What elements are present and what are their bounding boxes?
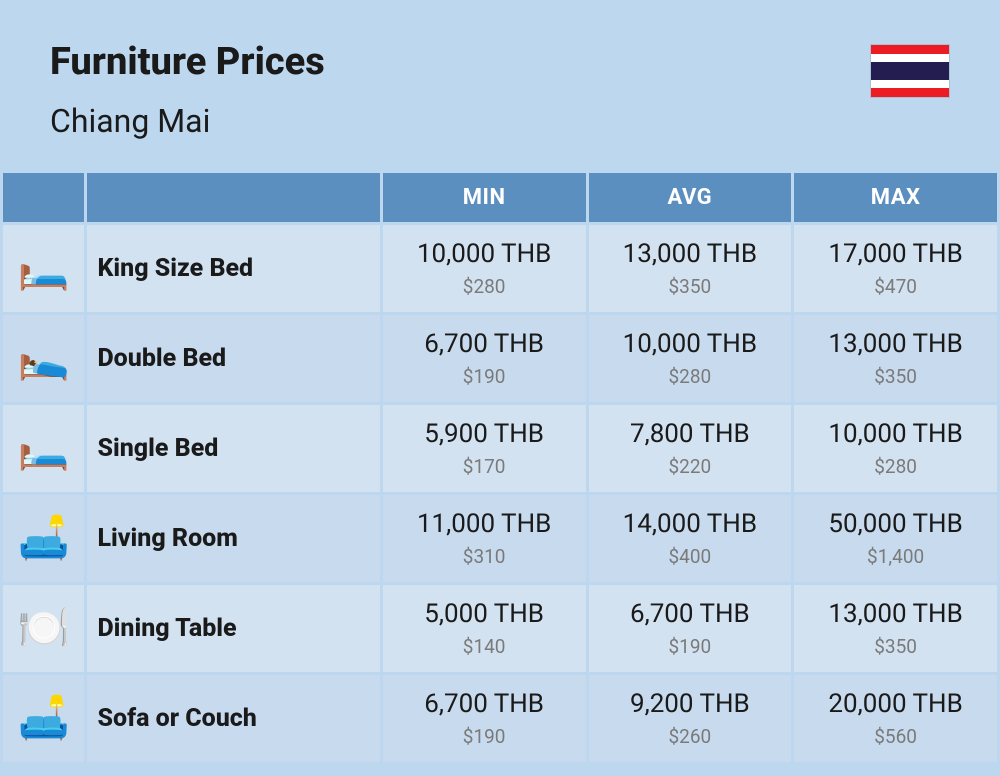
table-row: 🛏️Single Bed5,900 THB $1707,800 THB $22010… (3, 405, 997, 492)
price-thb: 20,000 THB (794, 689, 997, 719)
price-usd: $350 (794, 365, 997, 388)
price-thb: 17,000 THB (794, 239, 997, 269)
price-usd: $350 (589, 275, 792, 298)
price-usd: $280 (589, 365, 792, 388)
price-thb: 5,000 THB (383, 599, 586, 629)
price-usd: $220 (589, 455, 792, 478)
column-header-icon (3, 173, 84, 222)
header-text: Furniture Prices Chiang Mai (50, 40, 325, 140)
price-thb: 7,800 THB (589, 419, 792, 449)
furniture-name: Single Bed (87, 405, 379, 492)
furniture-icon: 🛌 (3, 315, 84, 402)
price-max: 13,000 THB $350 (794, 315, 997, 402)
price-thb: 50,000 THB (794, 509, 997, 539)
price-usd: $310 (383, 545, 586, 568)
price-avg: 7,800 THB $220 (589, 405, 792, 492)
price-thb: 9,200 THB (589, 689, 792, 719)
price-usd: $190 (383, 725, 586, 748)
flag-stripe (871, 88, 949, 97)
price-usd: $560 (794, 725, 997, 748)
price-avg: 9,200 THB $260 (589, 675, 792, 762)
flag-stripe (871, 71, 949, 80)
furniture-icon: 🍽️ (3, 585, 84, 672)
price-thb: 6,700 THB (383, 329, 586, 359)
header: Furniture Prices Chiang Mai (0, 0, 1000, 170)
table-row: 🛌Double Bed6,700 THB $19010,000 THB $28013… (3, 315, 997, 402)
price-usd: $1,400 (794, 545, 997, 568)
price-thb: 11,000 THB (383, 509, 586, 539)
price-thb: 6,700 THB (383, 689, 586, 719)
price-table: MIN AVG MAX 🛏️King Size Bed10,000 THB$28… (0, 170, 1000, 765)
price-max: 20,000 THB $560 (794, 675, 997, 762)
price-max: 13,000 THB $350 (794, 585, 997, 672)
table-row: 🛏️King Size Bed10,000 THB$28013,000 THB$… (3, 225, 997, 312)
column-header-name (87, 173, 379, 222)
price-usd: $190 (589, 635, 792, 658)
page-title: Furniture Prices (50, 40, 325, 84)
price-thb: 14,000 THB (589, 509, 792, 539)
table-body: 🛏️King Size Bed10,000 THB$28013,000 THB$… (3, 225, 997, 762)
price-min: 5,000 THB $140 (383, 585, 586, 672)
furniture-icon: 🛏️ (3, 405, 84, 492)
price-thb: 13,000 THB (794, 599, 997, 629)
furniture-name: King Size Bed (87, 225, 379, 312)
price-usd: $280 (383, 275, 586, 298)
price-thb: 10,000 THB (589, 329, 792, 359)
price-avg: 10,000 THB $280 (589, 315, 792, 402)
furniture-icon: 🛏️ (3, 225, 84, 312)
flag-stripe (871, 54, 949, 63)
table-row: 🛋️Sofa or Couch6,700 THB $1909,200 THB $26… (3, 675, 997, 762)
furniture-icon: 🛋️ (3, 675, 84, 762)
page-subtitle: Chiang Mai (50, 102, 325, 140)
price-usd: $260 (589, 725, 792, 748)
thailand-flag-icon (870, 44, 950, 98)
price-usd: $170 (383, 455, 586, 478)
flag-stripe (871, 80, 949, 89)
price-max: 50,000 THB $1,400 (794, 495, 997, 582)
price-max: 10,000 THB $280 (794, 405, 997, 492)
price-usd: $350 (794, 635, 997, 658)
price-thb: 10,000 THB (383, 239, 586, 269)
furniture-name: Sofa or Couch (87, 675, 379, 762)
furniture-name: Double Bed (87, 315, 379, 402)
price-thb: 10,000 THB (794, 419, 997, 449)
price-avg: 6,700 THB $190 (589, 585, 792, 672)
price-usd: $280 (794, 455, 997, 478)
price-min: 11,000 THB $310 (383, 495, 586, 582)
column-header-avg: AVG (589, 173, 792, 222)
table-row: 🛋️Living Room11,000 THB $31014,000 THB $40… (3, 495, 997, 582)
price-usd: $400 (589, 545, 792, 568)
price-thb: 5,900 THB (383, 419, 586, 449)
price-thb: 6,700 THB (589, 599, 792, 629)
flag-stripe (871, 62, 949, 71)
price-thb: 13,000 THB (589, 239, 792, 269)
table-header-row: MIN AVG MAX (3, 173, 997, 222)
price-min: 6,700 THB $190 (383, 675, 586, 762)
price-thb: 13,000 THB (794, 329, 997, 359)
price-min: 5,900 THB $170 (383, 405, 586, 492)
furniture-name: Living Room (87, 495, 379, 582)
price-usd: $190 (383, 365, 586, 388)
table-row: 🍽️Dining Table5,000 THB $1406,700 THB $190… (3, 585, 997, 672)
price-min: 10,000 THB $280 (383, 225, 586, 312)
column-header-max: MAX (794, 173, 997, 222)
price-min: 6,700 THB $190 (383, 315, 586, 402)
column-header-min: MIN (383, 173, 586, 222)
price-usd: $470 (794, 275, 997, 298)
price-avg: 13,000 THB $350 (589, 225, 792, 312)
price-avg: 14,000 THB $400 (589, 495, 792, 582)
furniture-name: Dining Table (87, 585, 379, 672)
flag-stripe (871, 45, 949, 54)
price-max: 17,000 THB $470 (794, 225, 997, 312)
furniture-icon: 🛋️ (3, 495, 84, 582)
price-usd: $140 (383, 635, 586, 658)
